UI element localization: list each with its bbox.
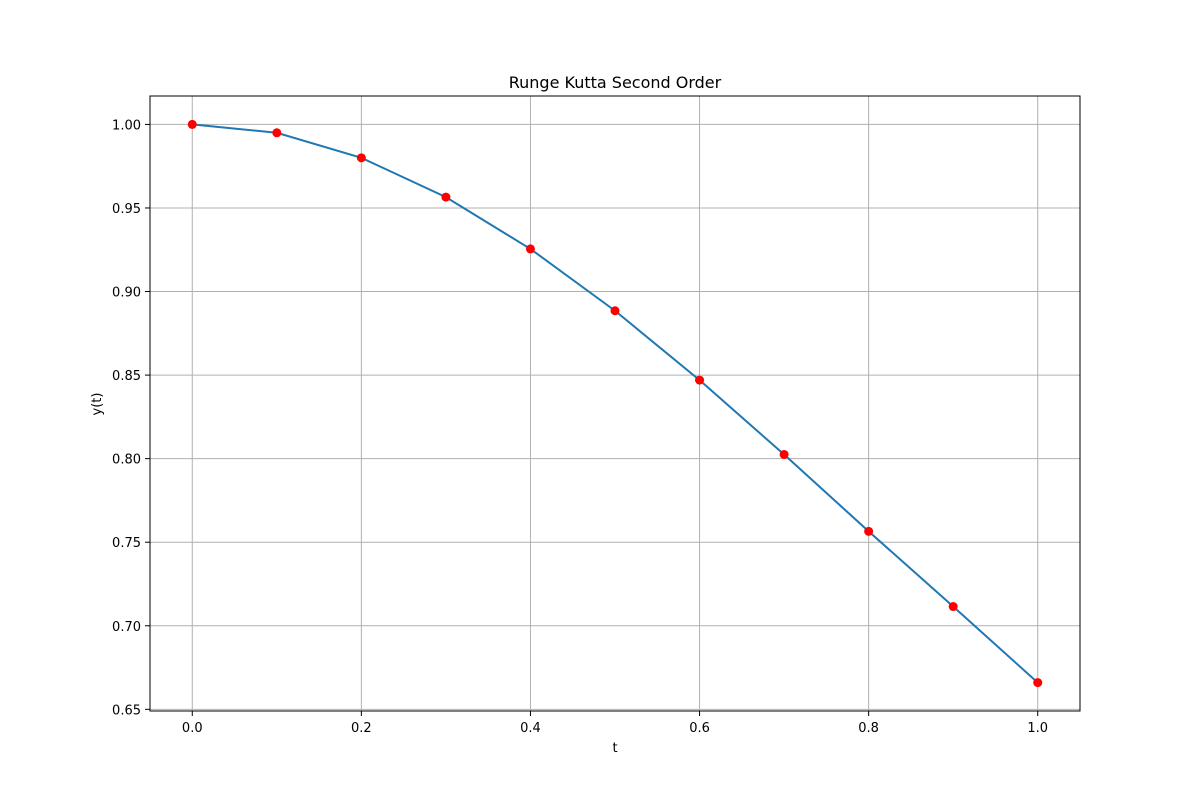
- x-tick-label: 0.4: [520, 721, 541, 736]
- y-tick-label: 0.75: [112, 536, 141, 551]
- y-axis-label: y(t): [90, 393, 105, 416]
- x-axis-ticks: 0.0 0.2 0.4 0.6 0.8 1.0: [182, 711, 1048, 736]
- y-tick-label: 0.85: [112, 369, 141, 384]
- data-series: [187, 119, 1043, 688]
- y-tick-label: 0.90: [112, 286, 141, 301]
- data-point: [610, 306, 620, 316]
- data-point: [272, 128, 282, 138]
- x-tick-label: 0.6: [689, 721, 710, 736]
- y-tick-label: 0.80: [112, 453, 141, 468]
- grid-lines: [150, 96, 1080, 711]
- x-tick-label: 0.2: [351, 721, 372, 736]
- chart-title: Runge Kutta Second Order: [509, 73, 722, 92]
- y-tick-label: 0.95: [112, 202, 141, 217]
- y-tick-label: 1.00: [112, 118, 141, 133]
- x-tick-label: 0.0: [182, 721, 203, 736]
- y-tick-label: 0.70: [112, 620, 141, 635]
- data-point: [948, 602, 958, 612]
- data-point: [525, 244, 535, 254]
- y-tick-label: 0.65: [112, 703, 141, 718]
- x-tick-label: 1.0: [1027, 721, 1048, 736]
- data-point: [187, 119, 197, 129]
- x-axis-label: t: [612, 741, 617, 756]
- plot-frame: [149, 95, 1081, 712]
- y-axis-ticks: 0.65 0.70 0.75 0.80 0.85 0.90 0.95 1.00: [112, 118, 150, 718]
- data-point: [779, 449, 789, 459]
- data-point: [356, 153, 366, 163]
- data-point: [1033, 678, 1043, 688]
- data-point: [695, 375, 705, 385]
- data-point: [864, 526, 874, 536]
- data-point: [441, 192, 451, 202]
- x-tick-label: 0.8: [858, 721, 879, 736]
- plot-background: [150, 96, 1080, 711]
